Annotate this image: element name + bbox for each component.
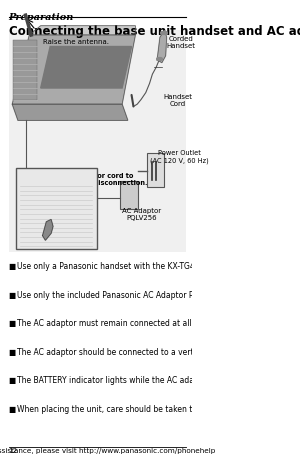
Text: When placing the unit, care should be taken to place it so that the base unit an: When placing the unit, care should be ta… bbox=[17, 404, 300, 413]
Text: The AC adaptor should be connected to a vertically-oriented or floor-mounted AC : The AC adaptor should be connected to a … bbox=[17, 347, 300, 356]
Text: ■: ■ bbox=[8, 290, 16, 299]
Text: For assistance, please visit http://www.panasonic.com/phonehelp: For assistance, please visit http://www.… bbox=[0, 447, 215, 453]
Text: ■: ■ bbox=[8, 319, 16, 327]
Polygon shape bbox=[157, 31, 167, 63]
Text: ■: ■ bbox=[8, 262, 16, 270]
Polygon shape bbox=[29, 27, 135, 36]
Text: Handset
Cord: Handset Cord bbox=[164, 94, 192, 107]
Text: Connecting the base unit handset and AC adaptor: Connecting the base unit handset and AC … bbox=[8, 25, 300, 38]
Bar bbox=[147, 153, 164, 188]
Polygon shape bbox=[12, 105, 128, 121]
Text: The BATTERY indicator lights while the AC adaptor is connected with the backup b: The BATTERY indicator lights while the A… bbox=[17, 375, 300, 385]
Text: ■: ■ bbox=[8, 404, 16, 413]
Text: 12: 12 bbox=[8, 447, 18, 453]
Text: Corded
Handset: Corded Handset bbox=[167, 36, 196, 49]
Text: ■: ■ bbox=[8, 347, 16, 356]
Polygon shape bbox=[41, 47, 132, 89]
Text: AC Adaptor
PQLV256: AC Adaptor PQLV256 bbox=[122, 207, 161, 220]
Text: Hook: Hook bbox=[48, 214, 66, 220]
Text: ■: ■ bbox=[8, 375, 16, 385]
Bar bbox=[8, 31, 187, 252]
Polygon shape bbox=[12, 36, 135, 105]
Text: Use only a Panasonic handset with the KX-TG4500.: Use only a Panasonic handset with the KX… bbox=[17, 262, 212, 270]
Bar bbox=[13, 40, 37, 100]
Bar bbox=[16, 169, 98, 249]
Text: Fasten the AC adaptor cord to
prevent accidental disconnection.: Fasten the AC adaptor cord to prevent ac… bbox=[22, 173, 147, 186]
Text: Raise the antenna.: Raise the antenna. bbox=[43, 39, 109, 45]
Text: Preparation: Preparation bbox=[8, 13, 74, 22]
Bar bbox=[120, 182, 138, 209]
Text: Use only the included Panasonic AC Adaptor PQLV256 (Order No. PQLV256Z).: Use only the included Panasonic AC Adapt… bbox=[17, 290, 300, 299]
Text: Power Outlet
(AC 120 V, 60 Hz): Power Outlet (AC 120 V, 60 Hz) bbox=[151, 150, 209, 163]
Polygon shape bbox=[43, 220, 53, 241]
Text: The AC adaptor must remain connected at all times. (It is normal for the adaptor: The AC adaptor must remain connected at … bbox=[17, 319, 300, 327]
